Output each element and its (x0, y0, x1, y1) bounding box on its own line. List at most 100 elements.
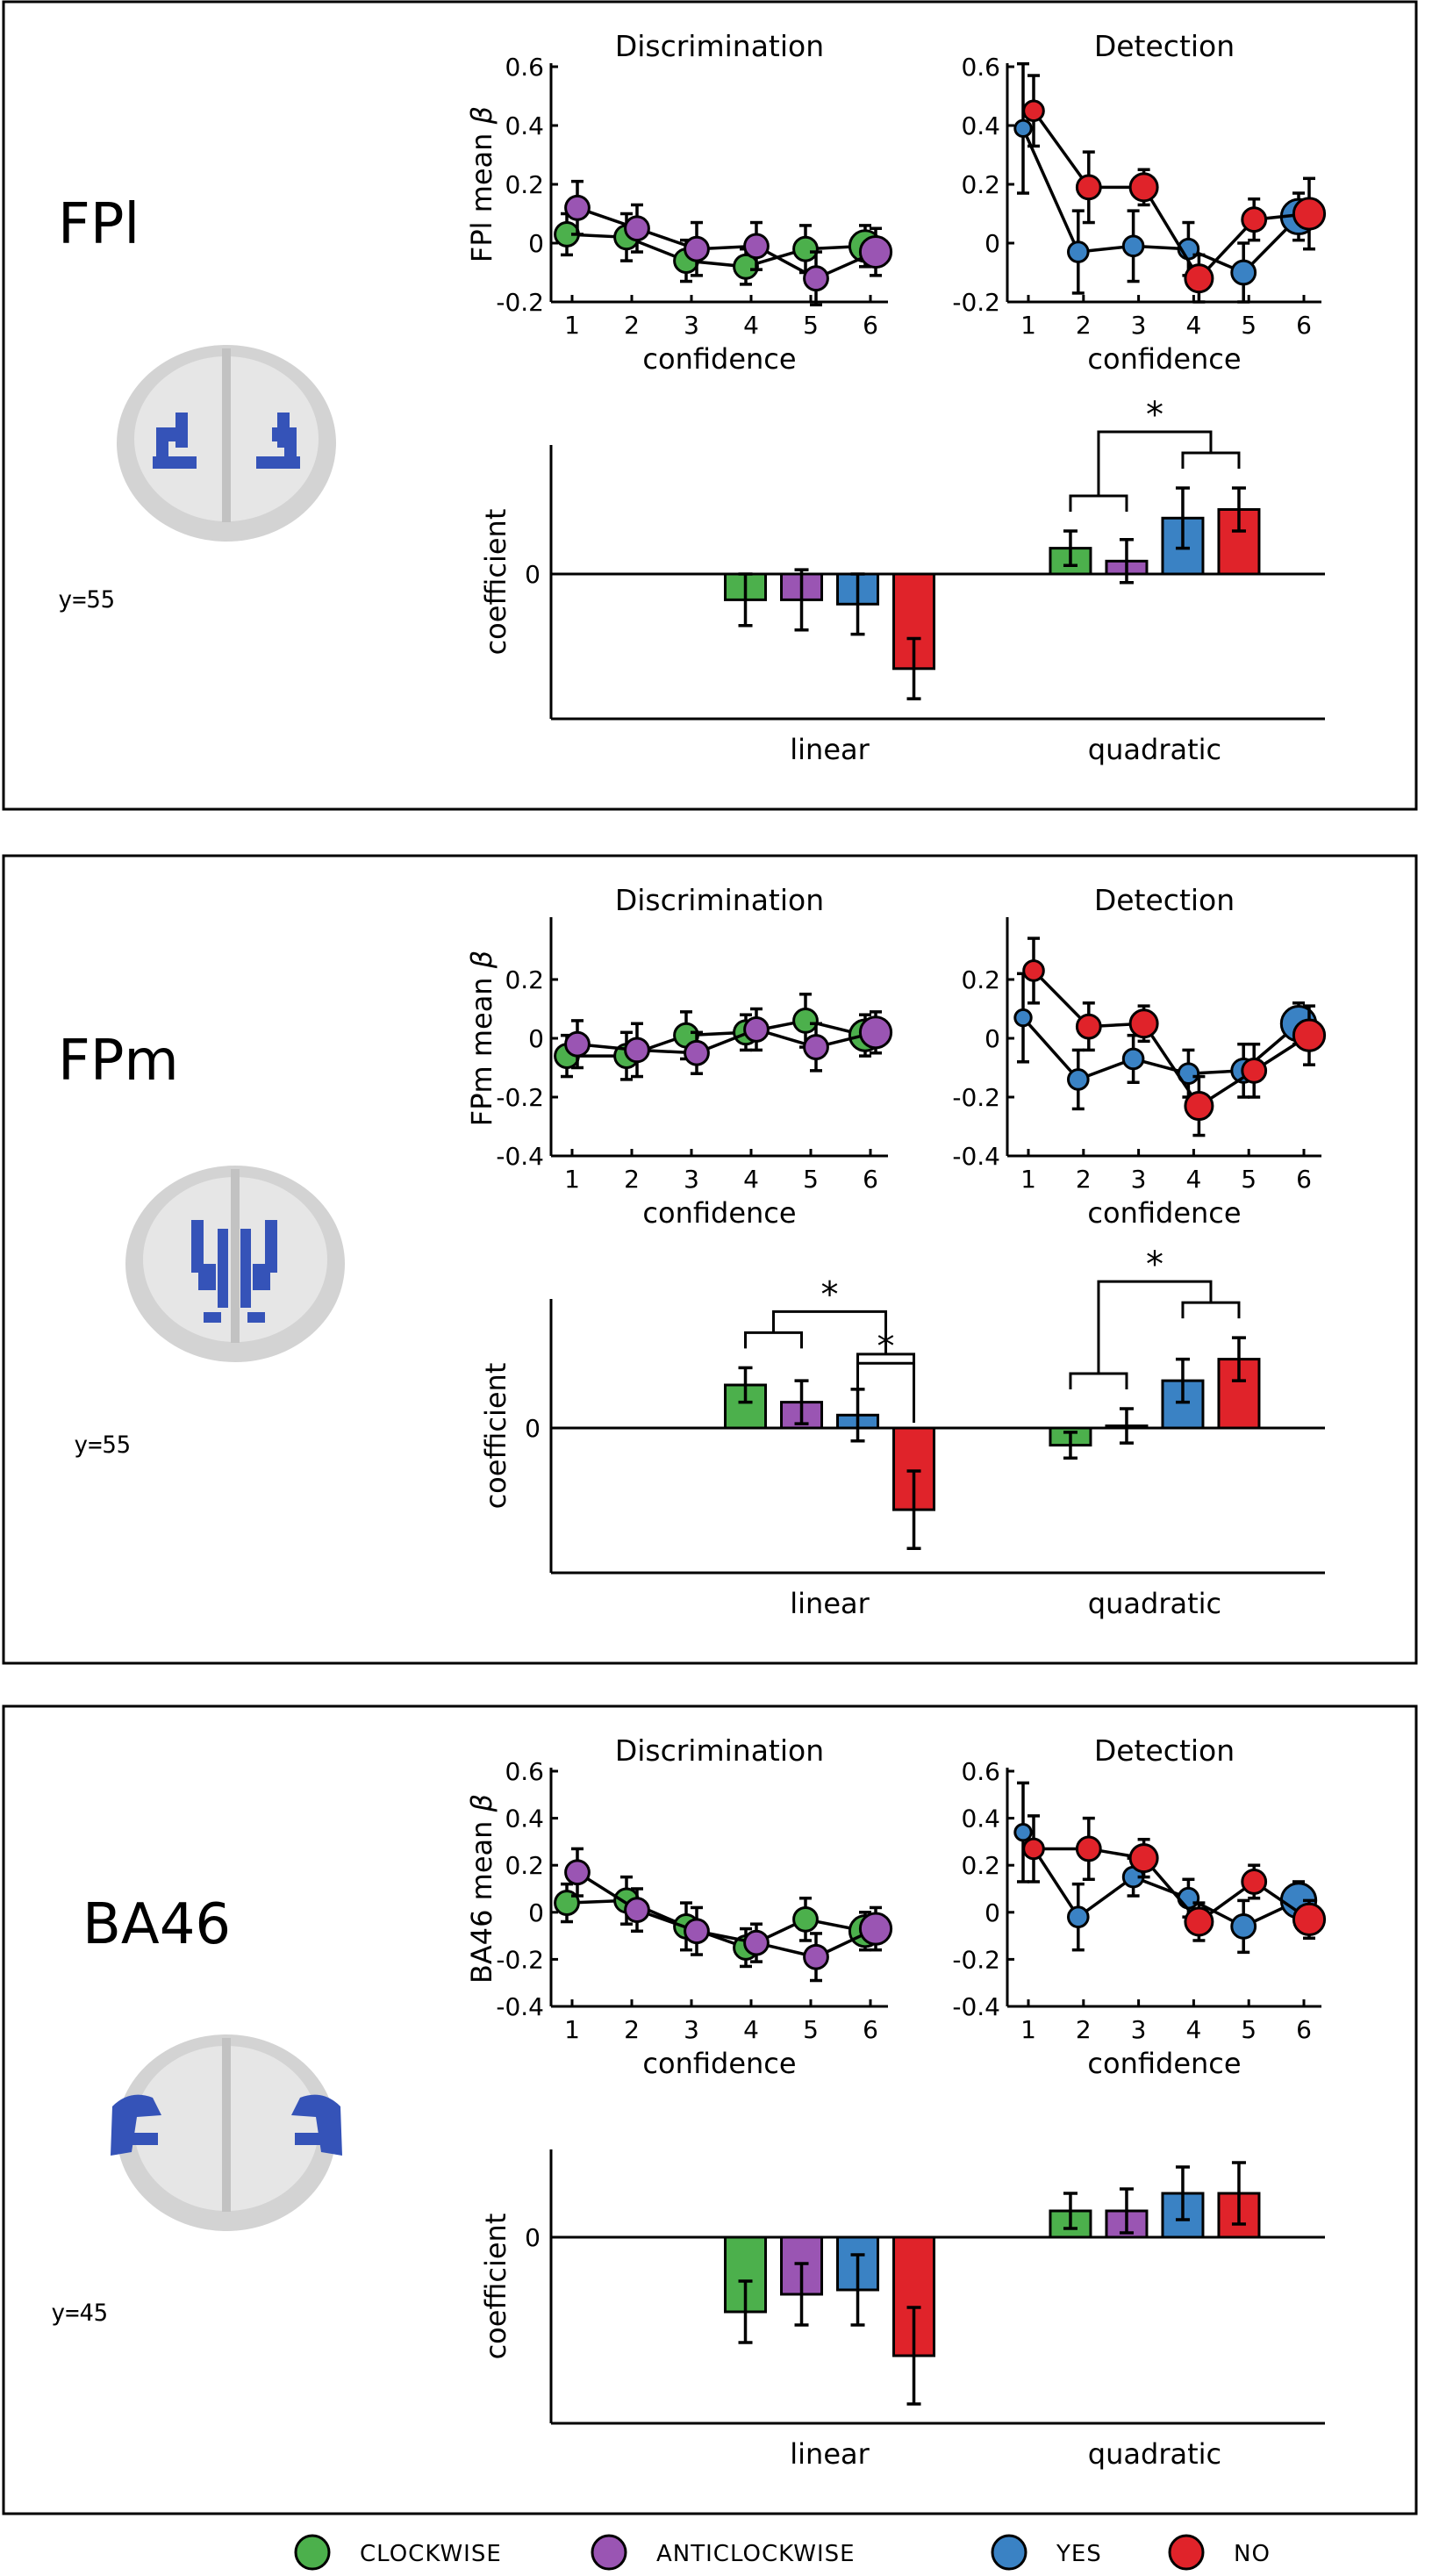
roi-mask (265, 1220, 277, 1273)
x-tick-label: 5 (803, 311, 819, 340)
no-point (1022, 1837, 1045, 1861)
anticlockwise-point (858, 234, 893, 269)
anticlockwise-point (684, 235, 710, 262)
no-point (1292, 1018, 1327, 1052)
anticlockwise-point (803, 1943, 829, 1970)
category-label: quadratic (1088, 1587, 1221, 1620)
anticlockwise-point (564, 1859, 591, 1886)
significance-star: * (1146, 395, 1164, 435)
y-tick-label: 0.6 (505, 53, 544, 82)
y-tick-label: 0.4 (961, 1805, 1000, 1833)
legend: CLOCKWISE ANTICLOCKWISE YES NO (294, 2534, 1270, 2571)
no-point (1128, 1008, 1159, 1039)
x-tick-label: 5 (1241, 2015, 1257, 2044)
x-axis-label: confidence (1087, 342, 1241, 376)
y-axis-label-text: BA46 mean (465, 1812, 498, 1984)
x-tick-label: 1 (1020, 1165, 1036, 1194)
x-tick-label: 5 (803, 1165, 819, 1194)
anticlockwise-point (858, 1015, 893, 1050)
chart-title: Discrimination (615, 883, 824, 917)
detection-chart: Detection -0.2 0 0.2 0.4 0.6 1 2 3 4 5 6 confidence (952, 29, 1327, 376)
x-tick-label: 4 (1185, 311, 1201, 340)
y-tick-label: -0.2 (496, 288, 544, 317)
y-tick-label: 0.6 (961, 53, 1000, 82)
significance-star: * (821, 1274, 839, 1315)
yes-point (1121, 1047, 1145, 1071)
roi-mask (204, 1312, 221, 1323)
roi-mask (253, 1264, 270, 1290)
x-tick-label: 1 (564, 2015, 580, 2044)
y-tick-label: 0.2 (961, 1851, 1000, 1880)
y-axis-label: coefficient (479, 1363, 512, 1510)
brain-slice-image (111, 2034, 342, 2231)
x-tick-label: 4 (1185, 2015, 1201, 2044)
no-point (1184, 1906, 1214, 1937)
y-tick-label: -0.2 (952, 288, 1000, 317)
x-tick-label: 5 (803, 2015, 819, 2044)
y-tick-label: 0 (528, 1024, 544, 1053)
category-label: linear (790, 1587, 870, 1620)
y-tick-label: -0.2 (496, 1083, 544, 1112)
discrimination-chart: Discrimination -0.2 0 0.2 0.4 0.6 1 2 3 4 5 6 confid… (465, 29, 893, 376)
significance-bracket (1097, 1280, 1213, 1374)
roi-mask (256, 456, 300, 469)
y-tick-label: 0.2 (961, 170, 1000, 199)
roi-mask (247, 1312, 265, 1323)
y-tick-label: -0.4 (952, 1142, 1000, 1171)
region-title: FPl (58, 192, 140, 257)
y-tick-label: 0.6 (505, 1757, 544, 1786)
y-tick-label: 0.4 (505, 1805, 544, 1833)
x-tick-label: 2 (1076, 1165, 1092, 1194)
y-tick-label: -0.4 (496, 1992, 544, 2021)
anticlockwise-point (743, 1929, 770, 1956)
category-label: linear (790, 733, 870, 766)
detection-chart: Detection -0.4 -0.2 0 0.2 1 2 3 4 5 6 confidence (952, 883, 1327, 1230)
significance-star: * (1146, 1245, 1164, 1285)
x-tick-label: 1 (564, 1165, 580, 1194)
clockwise-point (792, 1905, 819, 1933)
no-point (1292, 197, 1327, 231)
slice-coordinate: y=55 (74, 1432, 131, 1459)
no-point (1022, 99, 1045, 123)
y-tick-label: 0 (525, 2223, 541, 2252)
chart-title: Detection (1094, 29, 1235, 63)
x-tick-label: 1 (1020, 311, 1036, 340)
x-tick-label: 2 (624, 311, 640, 340)
y-tick-label: 0.2 (505, 170, 544, 199)
x-tick-label: 2 (1076, 2015, 1092, 2044)
anticlockwise-point (684, 1918, 710, 1945)
slice-coordinate: y=45 (51, 2300, 108, 2327)
region-title: FPm (58, 1029, 179, 1094)
x-tick-label: 3 (1131, 311, 1147, 340)
chart-title: Discrimination (615, 1733, 824, 1768)
x-axis-label: confidence (642, 2047, 796, 2080)
y-tick-label: -0.4 (496, 1142, 544, 1171)
x-tick-label: 2 (1076, 311, 1092, 340)
y-tick-label: 0 (984, 229, 1000, 258)
coefficient-bar-chart: 0 coefficient linear quadratic * (479, 395, 1325, 766)
no-legend-marker (1168, 2534, 1205, 2571)
y-tick-label: 0 (984, 1898, 1000, 1927)
anticlockwise-point (624, 215, 650, 242)
no-point (1292, 1902, 1327, 1936)
anticlockwise-point (743, 1016, 770, 1043)
no-point (1241, 1869, 1268, 1895)
y-tick-label: -0.4 (952, 1992, 1000, 2021)
anticlockwise-point (803, 1034, 829, 1060)
roi-mask (240, 1229, 251, 1308)
x-tick-label: 5 (1241, 1165, 1257, 1194)
y-tick-label: -0.2 (496, 1945, 544, 1974)
anticlockwise-point (624, 1897, 650, 1924)
y-axis-label: BA46 mean β (465, 1794, 498, 1984)
yes-point (1067, 1068, 1090, 1091)
category-label: quadratic (1088, 733, 1221, 766)
x-axis-label: confidence (642, 342, 796, 376)
roi-mask (218, 1229, 228, 1308)
y-tick-label: 0 (525, 1414, 541, 1443)
x-tick-label: 5 (1241, 311, 1257, 340)
discrimination-chart: Discrimination -0.4 -0.2 0 0.2 1 2 3 4 5 6 confiden… (465, 883, 893, 1230)
x-tick-label: 3 (1131, 2015, 1147, 2044)
anticlockwise-point (564, 1030, 591, 1058)
significance-bracket (772, 1310, 888, 1354)
